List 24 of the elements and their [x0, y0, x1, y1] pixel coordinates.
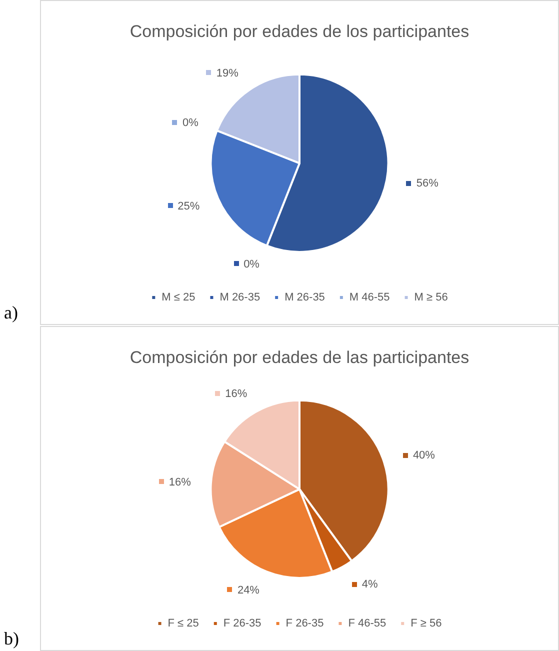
legend-label: F ≥ 56 [410, 618, 442, 630]
text: 0% [182, 117, 198, 130]
legend-label: F 26-35 [223, 618, 262, 630]
legend-label: F 46-55 [348, 618, 386, 630]
chart-title: Composición por edades de los participantes [130, 22, 470, 41]
chart-title: Composición por edades de las participantes [130, 348, 470, 367]
data-label: 16% [225, 388, 248, 400]
data-label: 25% [178, 200, 200, 212]
legend-label: F ≤ 25 [168, 618, 199, 630]
legend-label: F 26-35 [286, 618, 324, 630]
data-label: 19% [216, 67, 239, 80]
data-label: 4% [362, 578, 378, 591]
text: b) [4, 628, 19, 649]
text: 0% [244, 258, 260, 270]
data-label: 40% [412, 450, 436, 462]
data-label: 56% [416, 178, 439, 190]
legend-label: M 46-55 [349, 292, 390, 304]
legend-label: M 26-35 [220, 292, 260, 304]
text: a) [4, 302, 18, 323]
data-label: 16% [168, 476, 192, 488]
legend-label: M 26-35 [284, 292, 325, 304]
data-label: 24% [237, 584, 260, 596]
legend-label: M ≥ 56 [414, 292, 448, 304]
legend-label: M ≤ 25 [162, 292, 196, 304]
